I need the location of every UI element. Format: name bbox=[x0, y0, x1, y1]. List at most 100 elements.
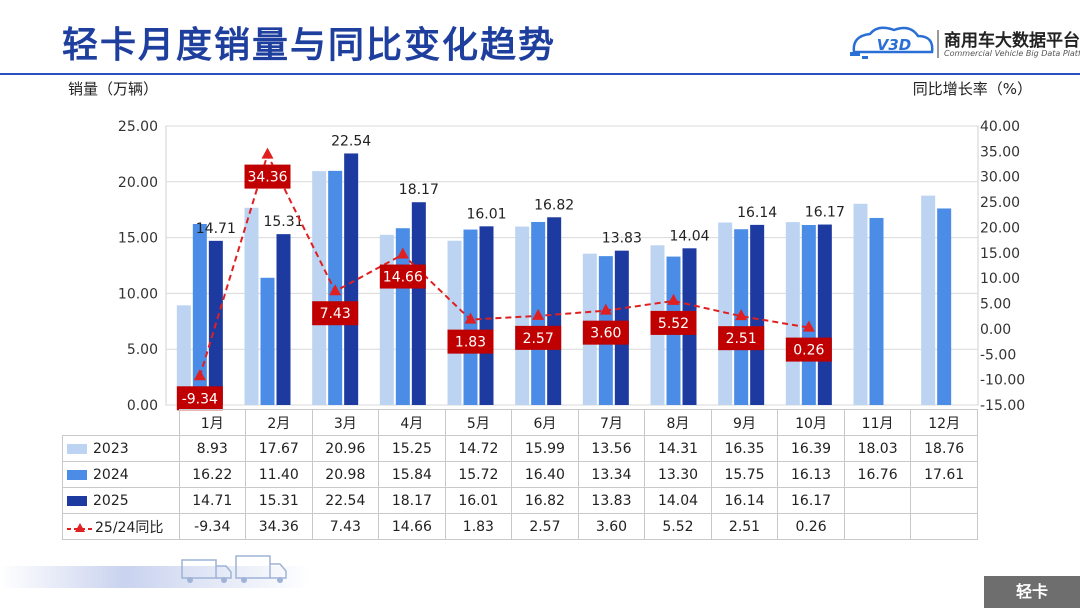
legend-label: 2024 bbox=[93, 466, 129, 483]
table-cell: 20.96 bbox=[311, 435, 380, 462]
left-tick-label: 10.00 bbox=[118, 286, 158, 302]
table-cell: 15.84 bbox=[378, 461, 446, 488]
bar-value-label: 16.17 bbox=[805, 205, 845, 221]
table-cell: 0.26 bbox=[777, 513, 845, 540]
bar-value-label: 15.31 bbox=[263, 214, 303, 230]
bar-2023 bbox=[244, 207, 259, 405]
brand-logo: V3D 商用车大数据平台 Commercial Vehicle Big Data… bbox=[848, 22, 1080, 66]
header-divider bbox=[0, 73, 1080, 75]
right-tick-label: 25.00 bbox=[980, 195, 1020, 211]
table-row: 2023 8.93 17.67 20.96 15.25 14.72 15.99 13.56 14… bbox=[62, 435, 978, 462]
table-cell: 14.31 bbox=[644, 435, 712, 462]
legend-label: 2023 bbox=[93, 440, 129, 457]
table-cell: 13.30 bbox=[644, 461, 712, 488]
yoy-value-label: -9.34 bbox=[182, 391, 218, 407]
yoy-value-label: 2.57 bbox=[523, 331, 554, 347]
bar-value-label: 16.14 bbox=[737, 205, 777, 221]
yoy-label-box bbox=[244, 164, 291, 189]
page-title: 轻卡月度销量与同比变化趋势 bbox=[62, 25, 557, 66]
yoy-label-box bbox=[312, 301, 359, 326]
table-cell bbox=[910, 513, 978, 540]
sales-chart: 0.00 5.00 10.00 15.00 20.00 25.00 -15.00 -10.00… bbox=[118, 119, 1025, 414]
table-cell: 16.22 bbox=[178, 461, 247, 488]
table-cell: 11.40 bbox=[245, 461, 313, 488]
right-tick-label: 15.00 bbox=[980, 246, 1020, 262]
yoy-label-box bbox=[447, 329, 494, 354]
table-header-row: 1月 2月 3月 4月 5月 6月 7月 8月 9月 10月 11月 12月 bbox=[63, 409, 978, 436]
table-cell: 15.72 bbox=[444, 461, 513, 488]
right-tick-label: -15.00 bbox=[980, 398, 1025, 414]
table-cell: 2.57 bbox=[511, 513, 579, 540]
right-tick-label: 10.00 bbox=[980, 271, 1020, 287]
truck-decoration-icon bbox=[181, 555, 287, 583]
yoy-point bbox=[599, 303, 612, 315]
table-cell: 16.39 bbox=[777, 435, 845, 462]
category-label: 7月 bbox=[577, 409, 646, 436]
category-label: 2月 bbox=[245, 409, 313, 436]
yoy-value-label: 5.52 bbox=[658, 316, 689, 332]
yoy-point bbox=[261, 147, 274, 159]
table-cell: 17.67 bbox=[245, 435, 313, 462]
category-label: 11月 bbox=[843, 409, 912, 436]
category-label: 4月 bbox=[378, 409, 446, 436]
bar-value-label: 16.82 bbox=[534, 197, 574, 213]
legend-label: 25/24同比 bbox=[95, 519, 164, 536]
table-cell: 13.83 bbox=[577, 487, 646, 514]
category-label: 9月 bbox=[710, 409, 779, 436]
category-label: 5月 bbox=[444, 409, 513, 436]
right-tick-label: 30.00 bbox=[980, 170, 1020, 186]
data-table: 1月 2月 3月 4月 5月 6月 7月 8月 9月 10月 11月 12月 2023 8.93 17.67… bbox=[62, 409, 978, 540]
yoy-label-box bbox=[176, 386, 223, 411]
bar-2025 bbox=[276, 234, 291, 405]
yoy-point bbox=[396, 247, 409, 259]
category-label: 10月 bbox=[777, 409, 845, 436]
bar-2024 bbox=[937, 208, 952, 405]
yoy-label-box bbox=[718, 326, 765, 351]
left-tick-label: 0.00 bbox=[127, 398, 158, 414]
table-cell: 20.98 bbox=[311, 461, 380, 488]
legend-entry: 2025 bbox=[62, 487, 180, 514]
table-row: 25/24同比 -9.34 34.36 7.43 14.66 1.83 2.57 3.60 5.… bbox=[62, 513, 978, 540]
table-cell: 16.40 bbox=[511, 461, 579, 488]
section-tag: 轻卡 bbox=[984, 576, 1080, 608]
legend-swatch bbox=[67, 443, 87, 454]
bar-2024 bbox=[801, 224, 816, 405]
legend-entry: 25/24同比 bbox=[62, 513, 180, 540]
bar-2025 bbox=[547, 217, 562, 405]
table-cell: 16.76 bbox=[843, 461, 912, 488]
table-cell: 18.76 bbox=[910, 435, 978, 462]
table-cell: 16.01 bbox=[444, 487, 513, 514]
table-cell: 16.82 bbox=[511, 487, 579, 514]
right-tick-label: 20.00 bbox=[980, 220, 1020, 236]
bar-2023 bbox=[379, 234, 394, 405]
yoy-point bbox=[464, 312, 477, 324]
yoy-value-label: 14.66 bbox=[383, 270, 423, 286]
bar-2023 bbox=[921, 195, 936, 405]
table-cell: 8.93 bbox=[178, 435, 247, 462]
yoy-label-box bbox=[379, 264, 426, 289]
bar-value-label: 18.17 bbox=[399, 182, 439, 198]
category-label: 6月 bbox=[511, 409, 579, 436]
bar-value-label: 14.71 bbox=[196, 221, 236, 237]
category-label: 3月 bbox=[311, 409, 380, 436]
yoy-point bbox=[532, 308, 545, 320]
table-cell bbox=[910, 487, 978, 514]
table-cell: 16.14 bbox=[710, 487, 779, 514]
bar-value-label: 14.04 bbox=[669, 228, 709, 244]
footer-strip bbox=[0, 566, 310, 588]
yoy-point bbox=[735, 309, 748, 321]
yoy-point bbox=[667, 293, 680, 305]
right-tick-label: 0.00 bbox=[980, 322, 1011, 338]
bar-2023 bbox=[312, 171, 327, 405]
table-row: 2024 16.22 11.40 20.98 15.84 15.72 16.40 13.34 1… bbox=[62, 461, 978, 488]
bar-2023 bbox=[853, 203, 868, 405]
right-tick-label: 35.00 bbox=[980, 144, 1020, 160]
yoy-value-label: 1.83 bbox=[455, 335, 486, 351]
table-row: 2025 14.71 15.31 22.54 18.17 16.01 16.82 13.83 1… bbox=[62, 487, 978, 514]
yoy-label-box bbox=[650, 310, 697, 335]
bar-2023 bbox=[785, 222, 800, 405]
legend-label: 2025 bbox=[93, 492, 129, 509]
yoy-point bbox=[802, 320, 815, 332]
logo-name: 商用车大数据平台 bbox=[944, 31, 1080, 51]
bar-2023 bbox=[718, 222, 733, 405]
